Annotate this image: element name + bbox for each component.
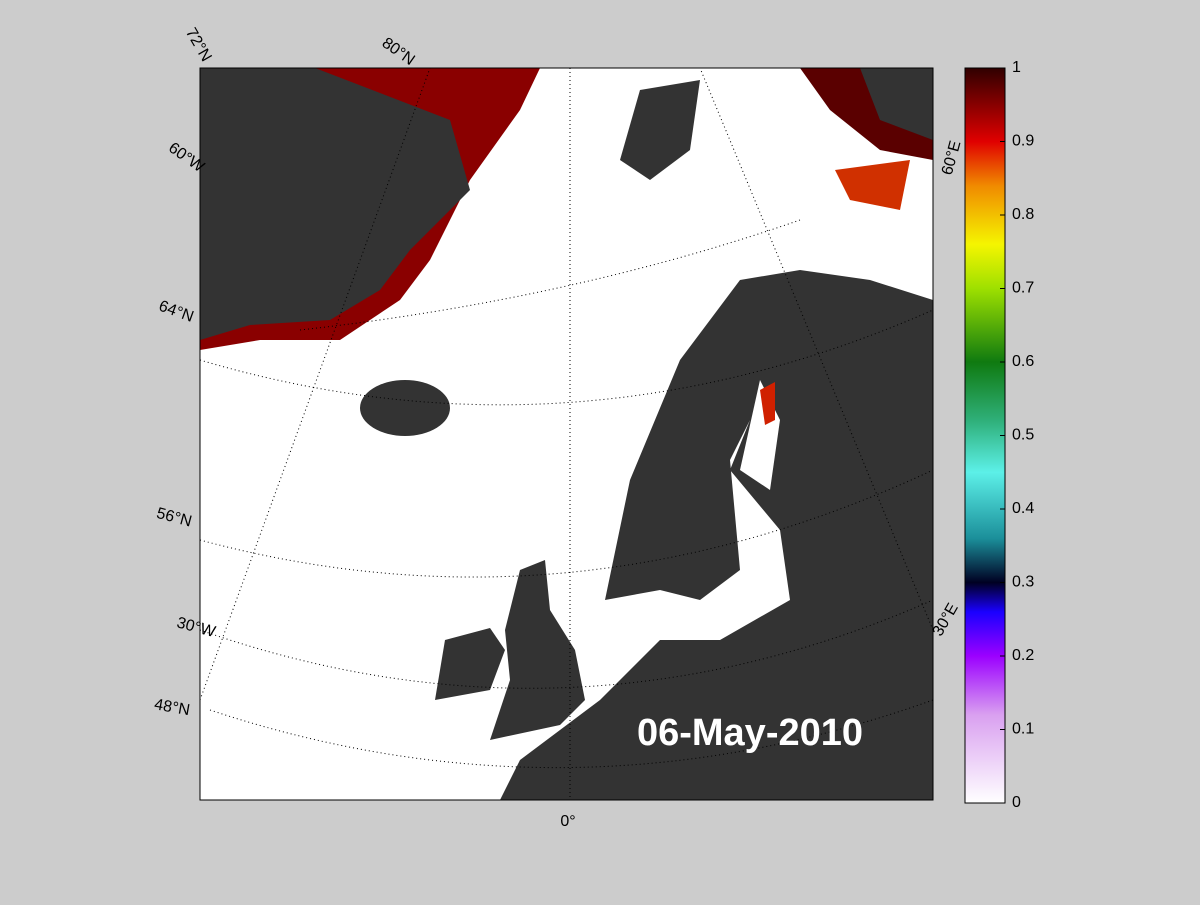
sea-ice	[760, 382, 775, 425]
colorbar-tick-label: 0.3	[1012, 574, 1034, 591]
colorbar-tick-label: 0	[1012, 794, 1021, 811]
graticule-label: 72°N	[182, 25, 215, 64]
scandinavia-europe	[500, 270, 933, 800]
colorbar-tick-label: 0.5	[1012, 427, 1034, 444]
graticule-label: 48°N	[153, 696, 191, 719]
greenland	[200, 68, 470, 340]
colorbar-tick-label: 0.1	[1012, 721, 1034, 738]
svalbard	[620, 80, 700, 180]
colorbar-tick-label: 0.4	[1012, 500, 1034, 517]
graticule	[200, 68, 933, 800]
graticule-label: 0°	[560, 813, 575, 830]
graticule-label: 30°E	[930, 601, 962, 640]
ireland	[435, 628, 505, 700]
date-label: 06-May-2010	[637, 712, 863, 754]
colorbar-tick-label: 0.6	[1012, 353, 1034, 370]
graticule-label: 64°N	[156, 298, 195, 326]
map: 06-May-2010	[200, 68, 933, 800]
sea-ice	[835, 160, 910, 210]
graticule-label: 56°N	[155, 505, 194, 531]
graticule-label: 60°E	[939, 139, 964, 177]
land	[860, 68, 933, 140]
map-frame	[199, 67, 934, 801]
great-britain	[490, 560, 585, 740]
colorbar-tick-label: 0.9	[1012, 133, 1034, 150]
colorbar-tick-label: 0.2	[1012, 647, 1034, 664]
iceland	[360, 380, 450, 436]
colorbar-tick-label: 0.7	[1012, 280, 1034, 297]
graticule-label: 80°N	[379, 35, 418, 69]
colorbar-tick-label: 1	[1012, 59, 1021, 76]
colorbar-tick-label: 0.8	[1012, 206, 1034, 223]
colorbar	[964, 67, 1006, 804]
